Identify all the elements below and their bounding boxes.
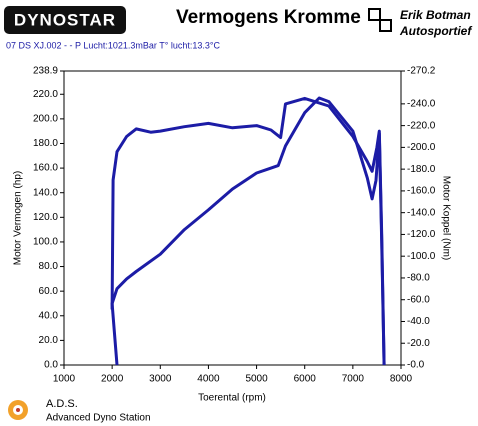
y-tick-label: 0.0: [44, 360, 58, 371]
y2-tick-label: -100.0: [407, 251, 436, 262]
x-tick-label: 2000: [101, 374, 124, 385]
x-tick-label: 7000: [342, 374, 365, 385]
subtitle: 07 DS XJ.002 - - P Lucht:1021.3mBar T° l…: [6, 40, 220, 50]
y2-tick-label: -180.0: [407, 164, 436, 175]
x-tick-label: 3000: [149, 374, 172, 385]
y2-tick-label: -160.0: [407, 186, 436, 197]
y-tick-label: 80.0: [39, 261, 59, 272]
y-tick-label: 100.0: [33, 237, 58, 248]
y2-tick-label: -120.0: [407, 229, 436, 240]
y-tick-label: 20.0: [39, 335, 59, 346]
y2-tick-label: -40.0: [407, 316, 430, 327]
brand-icon: [368, 8, 392, 32]
y2-tick-label: -200.0: [407, 142, 436, 153]
y2-tick-label: -60.0: [407, 294, 430, 305]
y-tick-label: 140.0: [33, 187, 58, 198]
y2-tick-label: -240.0: [407, 99, 436, 110]
footer-title: A.D.S.: [46, 398, 78, 410]
x-tick-label: 4000: [197, 374, 220, 385]
curve: [110, 96, 386, 366]
curve: [110, 96, 386, 366]
brand-line1: Erik Botman: [400, 8, 471, 22]
footer-icon: [8, 400, 28, 420]
y-tick-label: 60.0: [39, 286, 59, 297]
x-tick-label: 5000: [245, 374, 268, 385]
y2-tick-label: -270.2: [407, 66, 436, 77]
y2-tick-label: -140.0: [407, 207, 436, 218]
y2-tick-label: -20.0: [407, 338, 430, 349]
x-tick-label: 6000: [294, 374, 317, 385]
plot-frame: [63, 70, 402, 366]
y2-tick-label: -0.0: [407, 360, 425, 371]
logo-text: DYNOSTAR: [14, 10, 116, 29]
x-tick-label: 1000: [53, 374, 76, 385]
y2-tick-label: -220.0: [407, 120, 436, 131]
footer-subtitle: Advanced Dyno Station: [46, 413, 151, 424]
y-tick-label: 40.0: [39, 310, 59, 321]
y-tick-label: 180.0: [33, 138, 58, 149]
y2-tick-label: -80.0: [407, 273, 430, 284]
y-tick-label: 160.0: [33, 163, 58, 174]
y-tick-label: 220.0: [33, 89, 58, 100]
y-axis-label: Motor Vermogen (hp): [13, 171, 24, 266]
y-tick-label: 238.9: [33, 66, 58, 77]
y-tick-label: 200.0: [33, 114, 58, 125]
logo-box: [4, 6, 126, 34]
y2-axis-label: Motor Koppel (Nm): [440, 176, 451, 260]
x-tick-label: 8000: [390, 374, 413, 385]
x-axis-label: Toerental (rpm): [198, 393, 266, 404]
y-tick-label: 120.0: [33, 212, 58, 223]
chart-title: Vermogens Kromme: [176, 7, 361, 28]
brand-line2: Autosportief: [399, 24, 472, 38]
